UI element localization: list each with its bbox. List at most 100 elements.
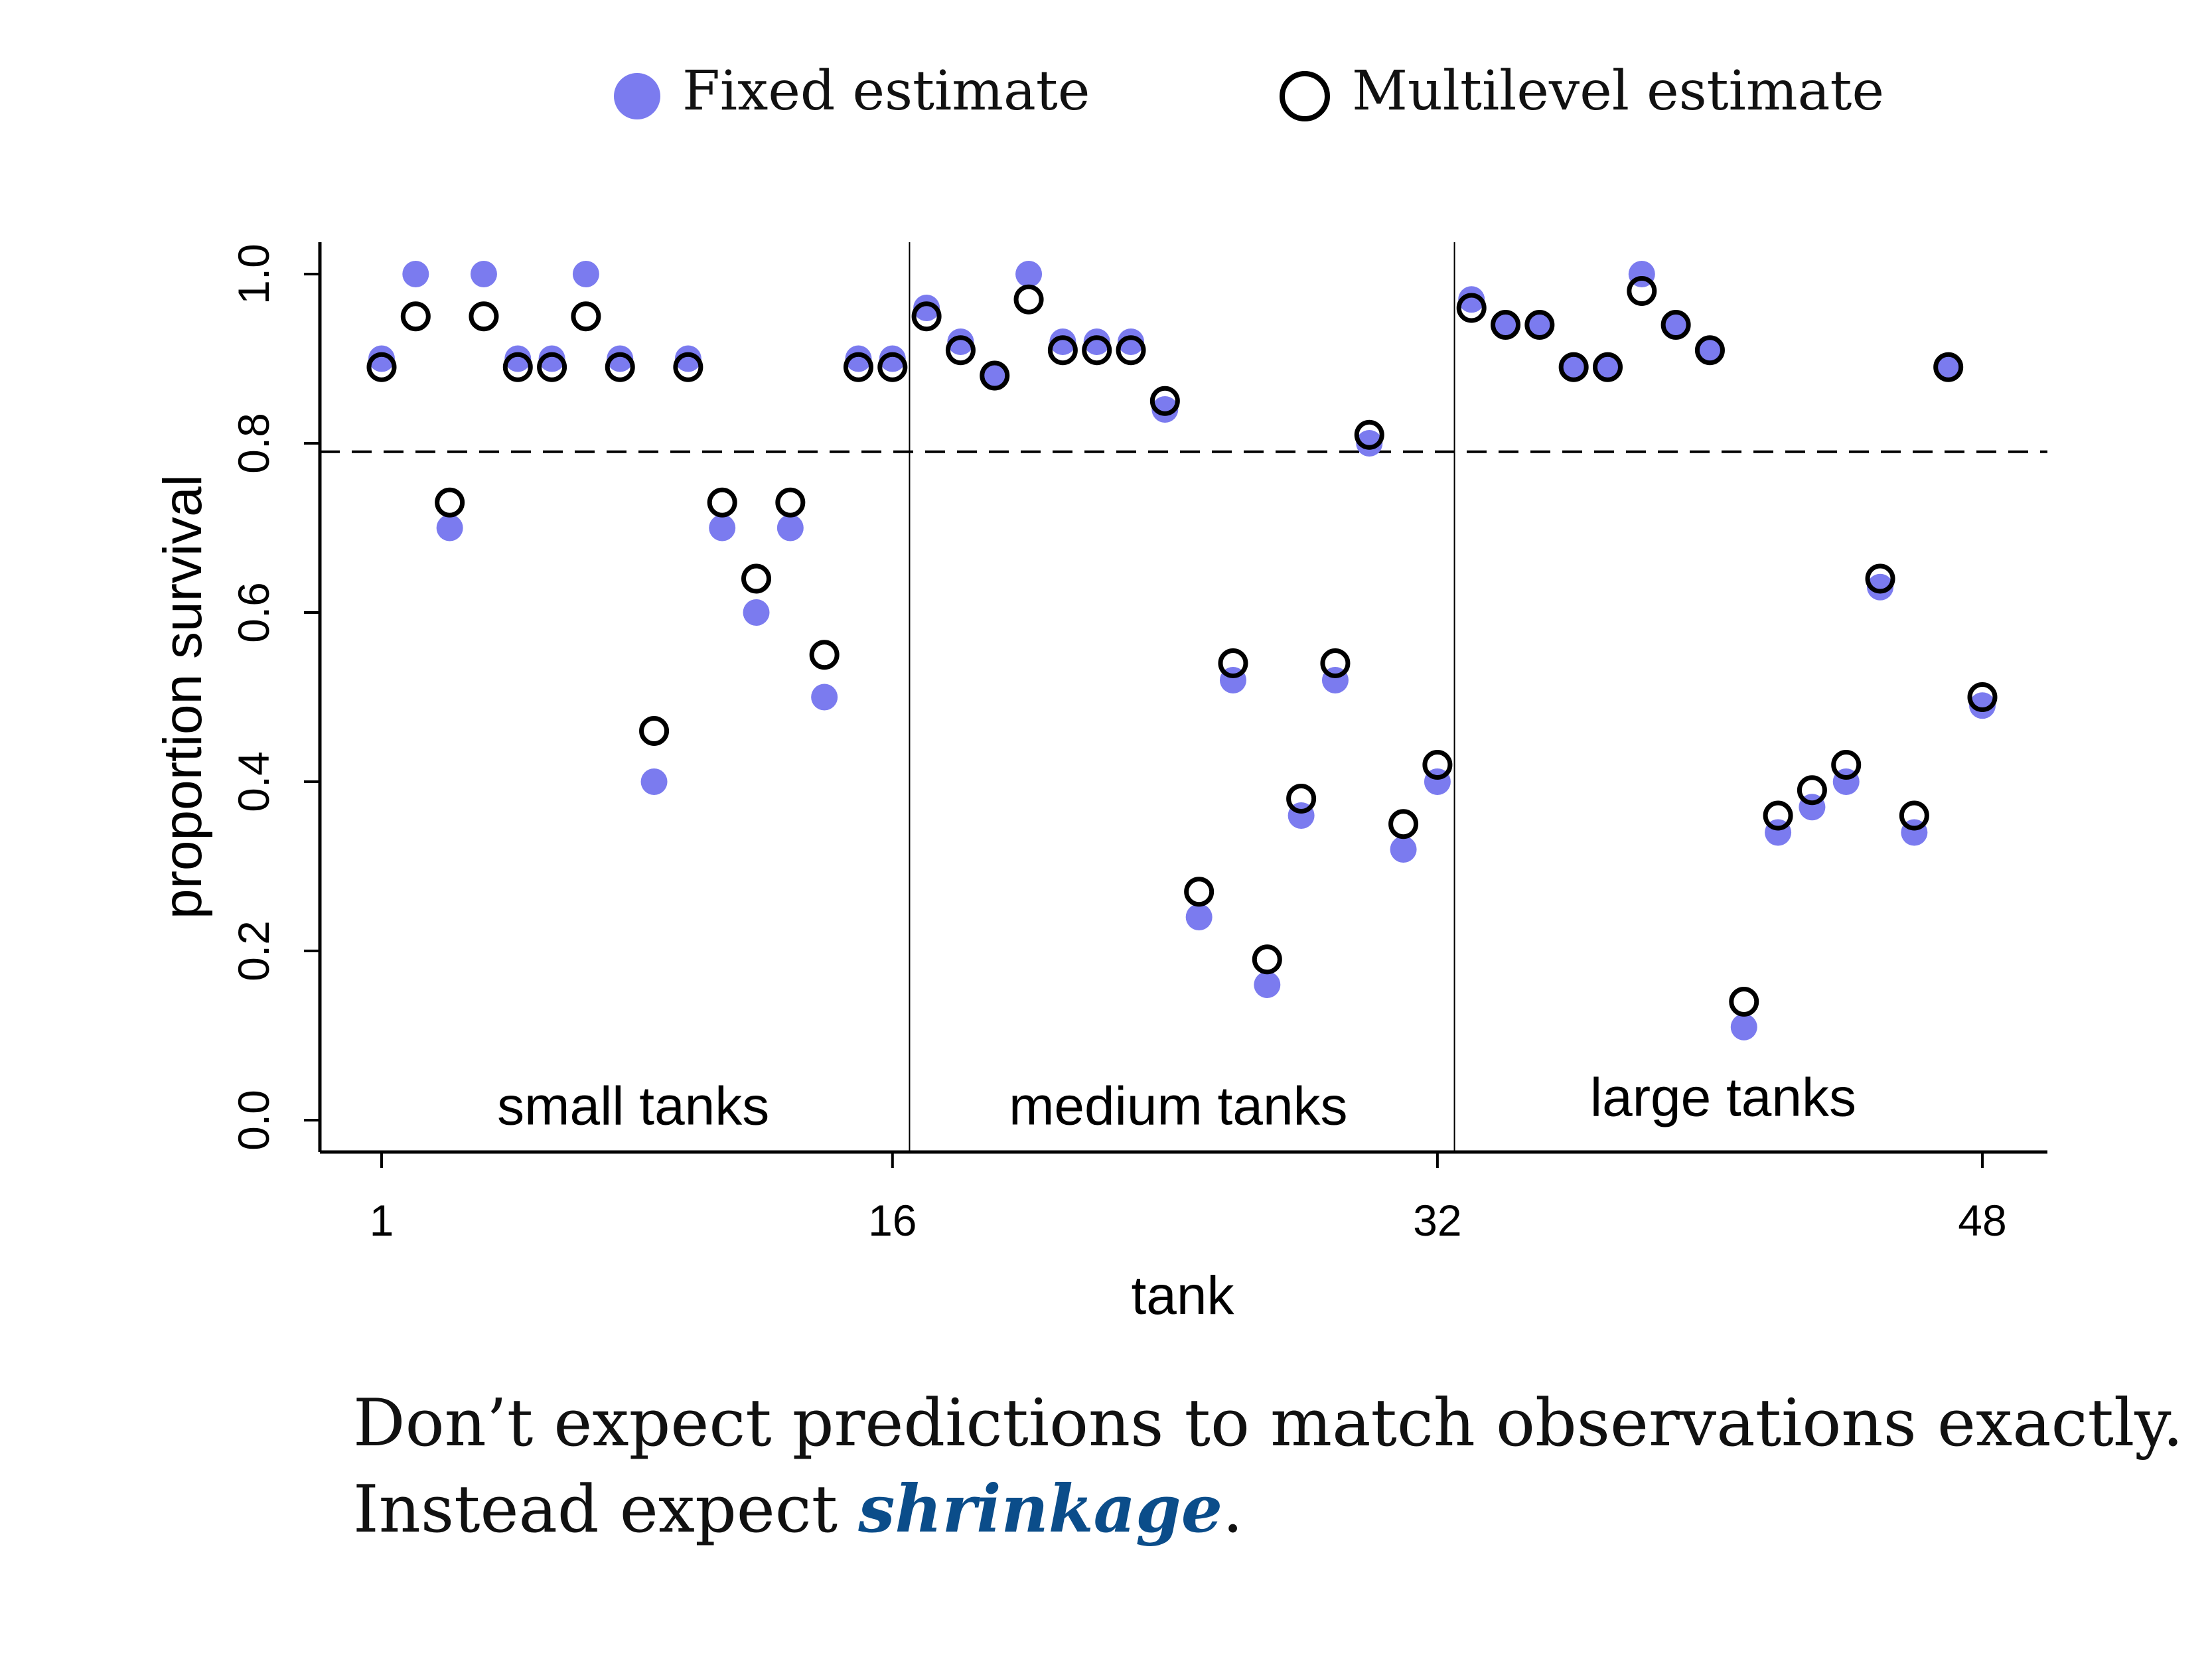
fixed-point [981,362,1008,389]
multilevel-point [366,352,397,382]
fixed-point [1015,261,1043,287]
multilevel-point [400,301,431,332]
fixed-point [1492,311,1519,338]
fixed-point [1969,692,1996,719]
fixed-point [1867,573,1894,601]
fixed-point [776,514,804,541]
caption-line-2: Instead expect shrinkage. [353,1467,2145,1553]
multilevel-point [571,301,601,332]
axes [318,242,2047,1154]
x-tick-label: 48 [1958,1196,2006,1245]
multilevel-point [911,301,942,332]
legend-multilevel-marker [1280,71,1330,121]
y-tick-label: 0.6 [229,582,278,643]
y-ticks: 0.0 0.2 0.4 0.6 0.8 1.0 [229,244,320,1151]
caption-emphasis-shrinkage: shrinkage [858,1471,1223,1548]
fixed-point [743,599,770,626]
legend: Fixed estimate Multilevel estimate [614,60,1884,123]
fixed-point [947,328,974,355]
fixed-point [1254,972,1281,998]
group-label-3: large tanks [1590,1068,1856,1128]
multilevel-point [1558,352,1589,382]
multilevel-point [537,352,567,382]
caption-line-1: Don’t expect predictions to match observ… [353,1386,2183,1461]
multilevel-point [673,352,703,382]
multilevel-point [809,640,840,670]
fixed-point [1390,836,1417,863]
fixed-point [368,345,395,372]
multilevel-point [639,716,670,746]
multilevel-point [945,335,976,366]
multilevel-point [1899,800,1929,831]
fixed-point [640,768,668,795]
fixed-point [1083,328,1110,355]
y-tick-label: 0.8 [229,413,278,474]
fixed-point [1151,396,1179,423]
fixed-point [1730,1013,1757,1041]
fixed-point [504,345,532,372]
fixed-point [845,345,872,372]
multilevel-point [1967,682,1998,712]
legend-multilevel-label: Multilevel estimate [1352,60,1884,123]
fixed-point [1458,286,1485,313]
multilevel-point [1524,310,1555,340]
multilevel-point [1831,750,1862,780]
y-axis-title: proportion survival [153,474,213,919]
multilevel-point [980,360,1010,391]
fixed-point [709,514,736,541]
survival-chart: Fixed estimate Multilevel estimate 0.00.… [153,60,2047,1326]
fixed-estimate-points [368,261,1996,1041]
multilevel-point [1082,335,1112,366]
fixed-point [572,261,599,287]
x-ticks: 1 16 32 48 [370,1152,2007,1245]
fixed-point [1696,336,1724,364]
fixed-point [607,345,634,372]
multilevel-point [775,487,806,518]
multilevel-point [1013,284,1044,315]
multilevel-point [435,487,465,518]
multilevel-point [843,352,873,382]
legend-fixed-marker [614,73,660,119]
multilevel-point [1865,563,1895,594]
fixed-point [811,684,838,711]
fixed-point [1049,328,1076,355]
multilevel-point [1252,944,1282,975]
fixed-point [538,345,565,372]
caption-line-2-suffix: . [1222,1472,1244,1548]
fixed-point [436,514,463,541]
y-tick-label: 1.0 [229,244,278,305]
legend-fixed-label: Fixed estimate [682,60,1090,123]
group-dividers [909,242,1455,1152]
fixed-point [1662,311,1690,338]
multilevel-point [469,301,499,332]
multilevel-point [605,352,635,382]
fixed-point [1594,354,1621,381]
multilevel-point [1388,809,1419,839]
multilevel-point [1627,276,1657,306]
multilevel-point [877,352,908,382]
multilevel-point [1797,775,1827,806]
multilevel-point [1047,335,1078,366]
multilevel-point [1694,335,1725,366]
group-label-1: small tanks [497,1076,769,1136]
multilevel-point [1933,352,1964,382]
y-tick-label: 0.4 [229,751,278,812]
group-labels: small tanks medium tanks large tanks [497,1068,1856,1137]
caption-line-2-prefix: Instead expect [353,1472,859,1548]
y-tick-label: 0.2 [229,920,278,981]
fixed-point [1185,904,1213,930]
multilevel-point [1286,784,1317,814]
multilevel-point [1660,310,1691,340]
multilevel-point [1422,750,1453,780]
fixed-point [470,261,497,287]
caption: Don’t expect predictions to match observ… [353,1380,2183,1553]
fixed-point [1560,354,1587,381]
fixed-point [1526,311,1553,338]
fixed-point [1356,430,1383,457]
multilevel-point [502,352,533,382]
fixed-point [1935,354,1962,381]
fixed-point [1118,328,1145,355]
x-tick-label: 16 [868,1196,917,1245]
x-tick-label: 32 [1413,1196,1461,1245]
multilevel-point [1491,310,1521,340]
